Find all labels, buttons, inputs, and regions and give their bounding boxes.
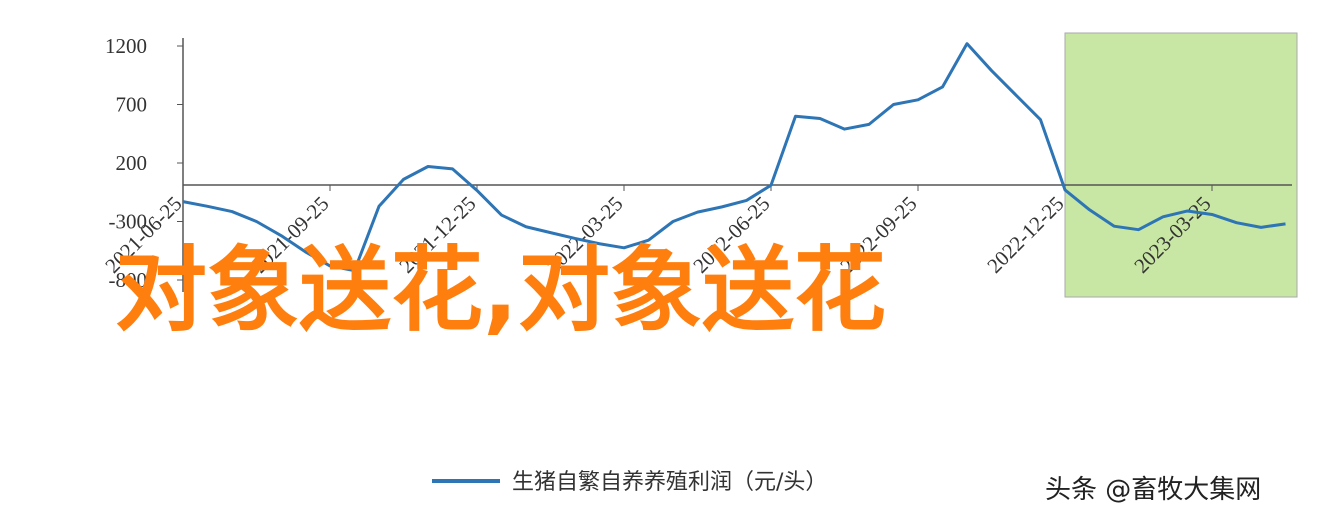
y-tick-label: 200 [116,151,148,175]
y-tick-label: 700 [116,93,148,117]
legend-label: 生猪自繁自养养殖利润（元/头） [512,470,827,495]
x-tick-label: 2022-12-25 [982,192,1068,278]
overlay-text: 对象送花,对象送花 [115,237,886,344]
data-line [182,42,1286,273]
highlight-region [1064,32,1298,298]
watermark: 头条 @畜牧大集网 [1045,475,1261,505]
y-tick-label: -800 [109,268,148,292]
y-tick-label: 1200 [105,34,147,58]
y-tick-label: -300 [109,210,148,234]
